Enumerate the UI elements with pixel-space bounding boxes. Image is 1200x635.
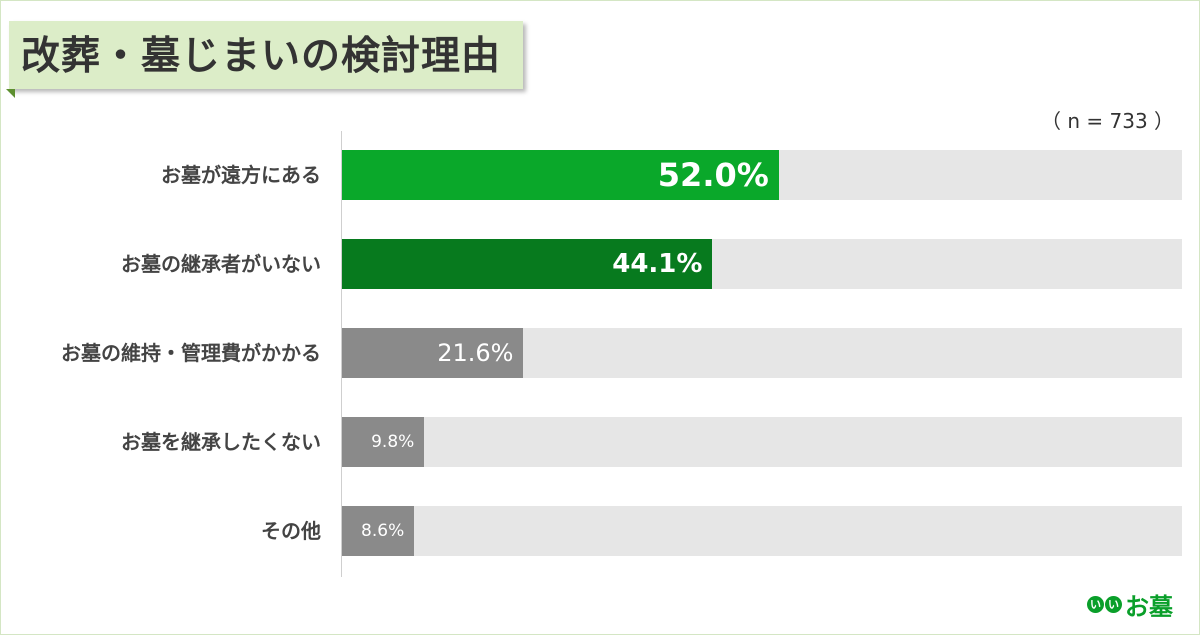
logo-dot-1: い [1087, 595, 1104, 613]
bar-value-label: 44.1% [612, 249, 703, 279]
category-axis-line [341, 131, 342, 577]
category-label: お墓が遠方にある [161, 163, 321, 187]
bar-value-label: 8.6% [361, 521, 405, 541]
bar: 44.1% [342, 239, 713, 289]
logo-dot-2: い [1105, 595, 1122, 613]
bar-value-label: 52.0% [657, 156, 769, 194]
bar-track [342, 506, 1182, 556]
title-box [9, 21, 523, 89]
bar: 9.8% [342, 417, 425, 467]
bar-value-label: 21.6% [437, 339, 514, 367]
brand-logo: い い お墓 [1087, 587, 1187, 621]
title-fold-corner [6, 89, 15, 98]
category-label: その他 [261, 519, 321, 543]
logo-text: お墓 [1125, 592, 1173, 621]
sample-size-label: （ n = 733 ） [1041, 109, 1175, 133]
bar: 52.0% [342, 150, 779, 200]
category-label: お墓の継承者がいない [121, 252, 321, 276]
bar: 21.6% [342, 328, 524, 378]
bar: 8.6% [342, 506, 415, 556]
category-label: お墓の維持・管理費がかかる [61, 341, 321, 365]
bar-value-label: 9.8% [371, 432, 415, 452]
category-label: お墓を継承したくない [121, 430, 321, 454]
chart-title: 改葬・墓じまいの検討理由 [21, 34, 502, 79]
bar-track [342, 417, 1182, 467]
